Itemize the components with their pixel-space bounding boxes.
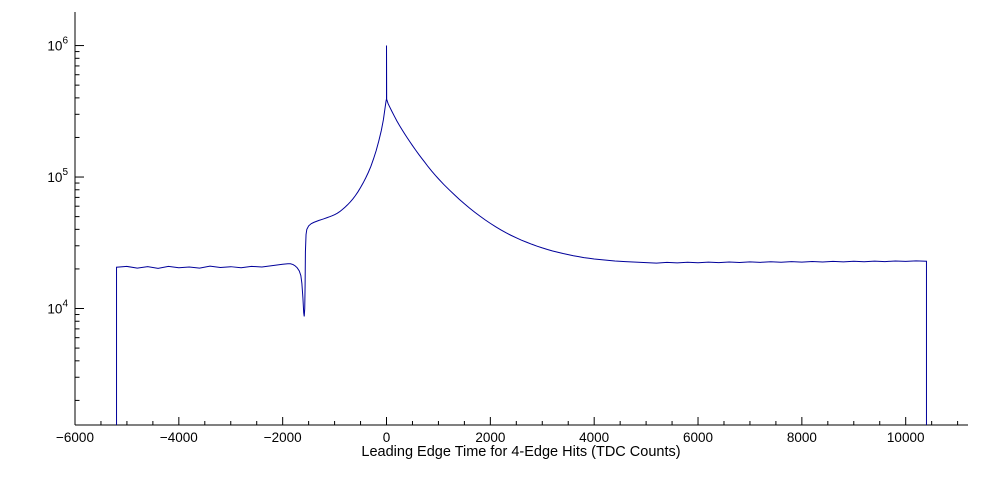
x-axis-tick-labels: −6000 −4000 −2000 0 2000 4000 6000 8000 10000 <box>56 430 924 445</box>
x-axis-title: Leading Edge Time for 4-Edge Hits (TDC C… <box>361 444 680 460</box>
x-tick-label: 10000 <box>887 430 925 445</box>
x-tick-label: −6000 <box>56 430 94 445</box>
x-tick-label: 0 <box>383 430 391 445</box>
histogram-line <box>116 45 927 425</box>
x-tick-label: 2000 <box>475 430 505 445</box>
x-tick-label: 4000 <box>579 430 609 445</box>
y-tick-label: 106 <box>47 36 68 54</box>
x-axis-ticks <box>74 417 959 425</box>
x-tick-label: −2000 <box>264 430 302 445</box>
y-axis-tick-labels: 104 105 106 <box>47 36 68 317</box>
x-tick-label: −4000 <box>160 430 198 445</box>
y-tick-label: 105 <box>47 167 68 185</box>
y-tick-label: 104 <box>47 299 68 317</box>
x-tick-label: 8000 <box>787 430 817 445</box>
y-axis-ticks <box>75 45 84 401</box>
x-tick-label: 6000 <box>683 430 713 445</box>
